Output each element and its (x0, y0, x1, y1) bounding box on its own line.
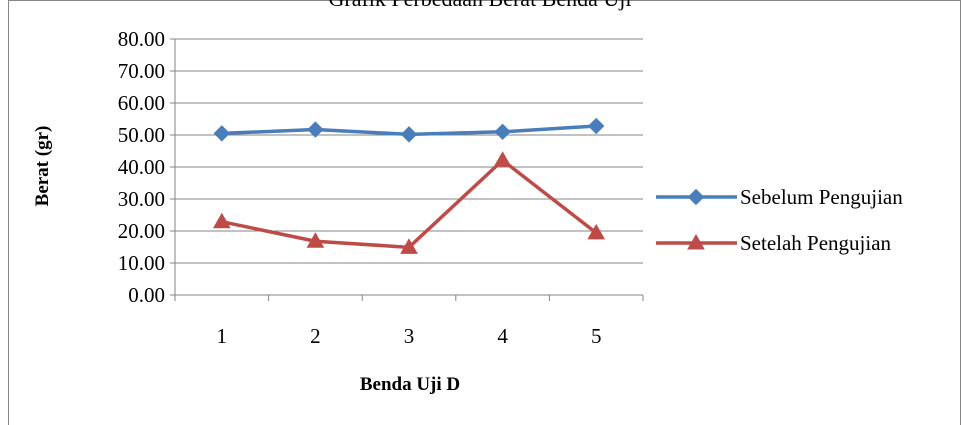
x-tick-label: 5 (591, 324, 602, 348)
data-point (306, 232, 325, 248)
x-tick-label: 2 (310, 324, 321, 348)
legend-item: Setelah Pengujian (656, 231, 892, 255)
y-tick-labels: 0.00 10.00 20.00 30.00 40.00 50.00 60.00 70.00 8… (118, 27, 165, 307)
y-tick-label: 10.00 (118, 251, 165, 275)
series-lines (212, 117, 606, 254)
series-2 (212, 151, 606, 254)
data-point (494, 123, 511, 141)
x-axis-label: Benda Uji D (360, 374, 460, 395)
series-line (221, 158, 598, 250)
data-point (307, 121, 324, 138)
triangle-marker-icon (687, 233, 705, 250)
legend-item: Sebelum Pengujian (656, 185, 903, 209)
legend: Sebelum Pengujian Setelah Pengujian (656, 185, 903, 255)
y-tick-label: 70.00 (118, 59, 165, 83)
x-tick-label: 1 (217, 324, 228, 348)
legend-label: Sebelum Pengujian (740, 185, 903, 209)
x-tick-label: 4 (497, 324, 508, 348)
data-point (587, 223, 606, 240)
series-1 (213, 117, 605, 143)
y-tick-label: 30.00 (118, 187, 165, 211)
y-tick-label: 50.00 (118, 123, 165, 147)
y-tick-label: 80.00 (118, 27, 165, 51)
data-point (213, 125, 231, 142)
gridlines (175, 38, 643, 264)
chart-frame (8, 0, 961, 425)
data-point (400, 238, 418, 254)
diamond-marker-icon (687, 188, 705, 206)
axes (170, 38, 644, 301)
y-tick-label: 40.00 (118, 155, 165, 179)
x-tick-labels: 1 2 3 4 5 (217, 324, 602, 348)
x-tick-label: 3 (404, 324, 415, 348)
y-tick-label: 20.00 (118, 219, 165, 243)
data-point (493, 151, 512, 167)
legend-label: Setelah Pengujian (740, 231, 892, 255)
y-axis-label: Berat (gr) (32, 126, 53, 207)
y-tick-label: 0.00 (128, 283, 165, 307)
data-point (400, 126, 418, 143)
data-point (587, 117, 605, 135)
data-point (212, 212, 231, 229)
y-tick-label: 60.00 (118, 91, 165, 115)
chart-title: Grafik Perbedaan Berat Benda Uji (329, 0, 632, 11)
